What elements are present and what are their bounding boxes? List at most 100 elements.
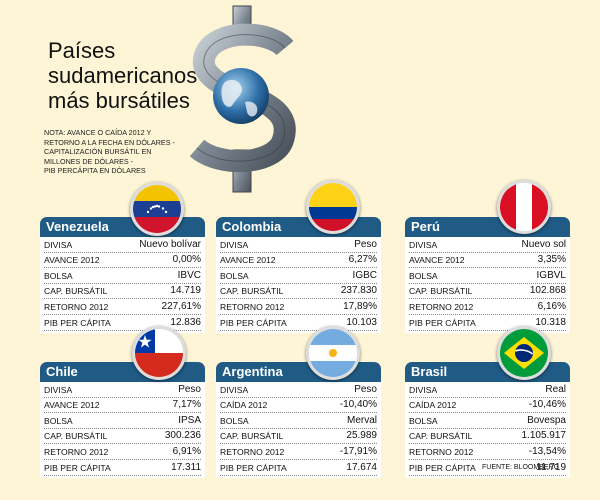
table-row: CAP. BURSÁTIL 102.868: [409, 284, 566, 300]
row-value: 17.674: [346, 461, 377, 473]
row-label: RETORNO 2012: [44, 446, 109, 457]
row-value: Real: [545, 383, 566, 395]
row-value: 237.830: [340, 285, 377, 297]
page-title: Países sudamericanos más bursátiles: [48, 38, 197, 113]
row-label: RETORNO 2012: [220, 446, 285, 457]
row-value: IGBVL: [536, 269, 566, 281]
row-value: 6,16%: [537, 300, 566, 312]
row-value: 25.989: [346, 430, 377, 442]
note-line-2: RETORNO A LA FECHA EN DÓLARES -: [44, 137, 175, 147]
venezuela-flag-icon: [130, 182, 184, 236]
table-row: DIVISA Peso: [220, 237, 377, 253]
title-line-1: Países: [48, 38, 116, 63]
row-label: BOLSA: [44, 415, 73, 426]
dollar-globe-illustration: [189, 5, 296, 193]
row-value: 102.868: [529, 285, 566, 297]
row-label: PIB PER CÁPITA: [409, 317, 476, 328]
row-label: CAP. BURSÁTIL: [44, 431, 108, 442]
country-table: DIVISA Peso AVANCE 2012 6,27% BOLSA IGBC CA…: [216, 237, 381, 333]
row-value: 12.836: [170, 316, 201, 328]
table-row: RETORNO 2012 227,61%: [44, 299, 201, 315]
row-value: -10,46%: [528, 399, 566, 411]
row-label: AVANCE 2012: [44, 400, 100, 411]
country-table: DIVISA Real CAÍDA 2012 -10,46% BOLSA Bovesp…: [405, 382, 570, 478]
country-table: DIVISA Nuevo bolívar AVANCE 2012 0,00% BOL…: [40, 237, 205, 333]
row-value: -17,91%: [339, 445, 377, 457]
row-value: Nuevo sol: [521, 238, 566, 250]
row-label: DIVISA: [409, 239, 438, 250]
row-value: -13,54%: [528, 445, 566, 457]
row-label: RETORNO 2012: [220, 301, 285, 312]
row-label: DIVISA: [220, 384, 249, 395]
peru-flag-icon: [497, 180, 551, 234]
country-table: DIVISA Peso AVANCE 2012 7,17% BOLSA IPSA CA…: [40, 382, 205, 478]
row-label: DIVISA: [220, 239, 249, 250]
row-value: Bovespa: [527, 414, 566, 426]
table-row: CAP. BURSÁTIL 300.236: [44, 429, 201, 445]
row-label: PIB PER CÁPITA: [409, 462, 476, 473]
row-label: CAP. BURSÁTIL: [409, 431, 473, 442]
chile-flag-icon: [132, 326, 186, 380]
row-value: 17.311: [171, 461, 201, 473]
table-row: PIB PER CÁPITA 10.103: [220, 315, 377, 331]
row-value: Nuevo bolívar: [139, 238, 201, 250]
row-value: 1.105.917: [521, 430, 567, 442]
row-value: -10,40%: [339, 399, 377, 411]
table-row: BOLSA IBVC: [44, 268, 201, 284]
row-label: BOLSA: [220, 270, 249, 281]
row-value: IGBC: [352, 269, 377, 281]
table-row: BOLSA IPSA: [44, 413, 201, 429]
row-label: PIB PER CÁPITA: [220, 317, 287, 328]
table-row: PIB PER CÁPITA 17.674: [220, 460, 377, 476]
row-value: Peso: [178, 383, 201, 395]
row-label: RETORNO 2012: [44, 301, 109, 312]
table-row: RETORNO 2012 -13,54%: [409, 444, 566, 460]
row-label: AVANCE 2012: [220, 255, 276, 266]
table-row: PIB PER CÁPITA 17.311: [44, 460, 201, 476]
table-row: DIVISA Nuevo sol: [409, 237, 566, 253]
table-row: CAP. BURSÁTIL 14.719: [44, 284, 201, 300]
row-value: 300.236: [164, 430, 201, 442]
table-row: DIVISA Real: [409, 382, 566, 398]
row-label: CAP. BURSÁTIL: [220, 286, 284, 297]
row-label: BOLSA: [409, 270, 438, 281]
row-label: PIB PER CÁPITA: [44, 317, 111, 328]
row-label: CAÍDA 2012: [409, 400, 457, 411]
note-line-5: PIB PERCÁPITA EN DÓLARES: [44, 166, 146, 176]
row-label: PIB PER CÁPITA: [44, 462, 111, 473]
row-label: PIB PER CÁPITA: [220, 462, 287, 473]
title-line-3: más bursátiles: [48, 88, 190, 113]
row-label: CAÍDA 2012: [220, 400, 268, 411]
table-row: AVANCE 2012 7,17%: [44, 398, 201, 414]
row-label: CAP. BURSÁTIL: [409, 286, 473, 297]
row-label: RETORNO 2012: [409, 446, 474, 457]
colombia-flag-icon: [306, 180, 360, 234]
row-value: 6,27%: [348, 254, 377, 266]
table-row: RETORNO 2012 6,91%: [44, 444, 201, 460]
table-row: BOLSA Bovespa: [409, 413, 566, 429]
table-row: PIB PER CÁPITA 10.318: [409, 315, 566, 331]
row-value: 17,89%: [343, 300, 377, 312]
country-card-peru: Perú DIVISA Nuevo sol AVANCE 2012 3,35% BO…: [405, 217, 570, 333]
table-row: BOLSA IGBC: [220, 268, 377, 284]
table-row: CAP. BURSÁTIL 1.105.917: [409, 429, 566, 445]
row-value: 7,17%: [172, 399, 201, 411]
note-text: NOTA: AVANCE O CAÍDA 2012 Y RETORNO A LA…: [44, 128, 175, 176]
row-value: 6,91%: [172, 445, 201, 457]
row-value: 3,35%: [537, 254, 566, 266]
row-value: Peso: [354, 383, 377, 395]
country-table: DIVISA Nuevo sol AVANCE 2012 3,35% BOLSA IG…: [405, 237, 570, 333]
country-table: DIVISA Peso CAÍDA 2012 -10,40% BOLSA Merval…: [216, 382, 381, 478]
row-label: BOLSA: [44, 270, 73, 281]
country-card-venezuela: Venezuela DIVISA Nuevo bolívar AVANCE 201…: [40, 217, 205, 333]
row-label: CAP. BURSÁTIL: [44, 286, 108, 297]
table-row: AVANCE 2012 6,27%: [220, 253, 377, 269]
table-row: CAP. BURSÁTIL 25.989: [220, 429, 377, 445]
table-row: CAÍDA 2012 -10,46%: [409, 398, 566, 414]
country-card-brasil: Brasil DIVISA Real CAÍDA 2012 -10,46% BOLS…: [405, 362, 570, 478]
row-value: 10.318: [535, 316, 566, 328]
note-line-3: CAPITALIZACIÓN BURSÁTIL EN: [44, 147, 152, 157]
table-row: RETORNO 2012 -17,91%: [220, 444, 377, 460]
table-row: RETORNO 2012 17,89%: [220, 299, 377, 315]
table-row: PIB PER CÁPITA 11.719: [409, 460, 566, 476]
